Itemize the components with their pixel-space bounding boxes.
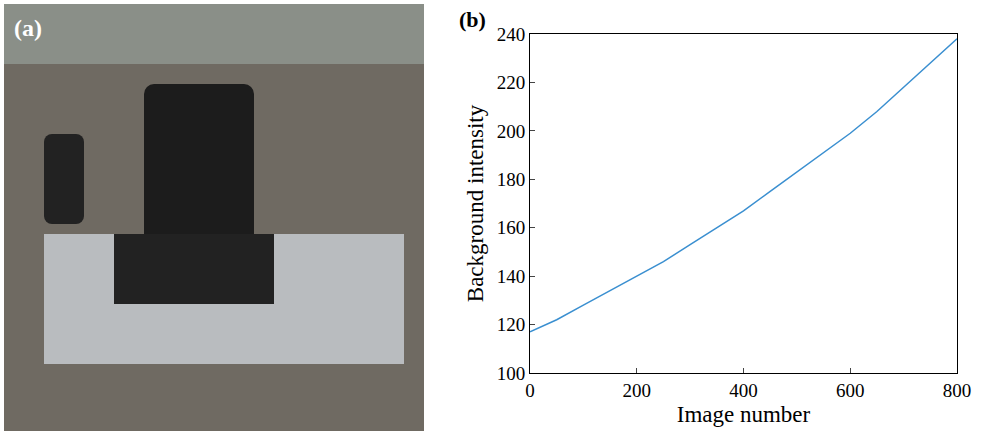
svg-text:200: 200 <box>497 121 526 142</box>
svg-text:100: 100 <box>497 363 526 384</box>
svg-text:800: 800 <box>943 380 972 401</box>
svg-text:0: 0 <box>525 380 535 401</box>
svg-text:Image number: Image number <box>677 402 811 427</box>
svg-text:220: 220 <box>497 72 526 93</box>
svg-text:200: 200 <box>623 380 652 401</box>
svg-text:180: 180 <box>497 169 526 190</box>
svg-text:400: 400 <box>729 380 758 401</box>
svg-text:140: 140 <box>497 266 526 287</box>
svg-text:120: 120 <box>497 314 526 335</box>
svg-text:Background intensity: Background intensity <box>463 104 488 302</box>
svg-text:600: 600 <box>836 380 865 401</box>
svg-text:(a): (a) <box>14 15 42 41</box>
svg-text:160: 160 <box>497 217 526 238</box>
svg-text:(b): (b) <box>459 7 486 32</box>
svg-text:240: 240 <box>497 24 526 45</box>
